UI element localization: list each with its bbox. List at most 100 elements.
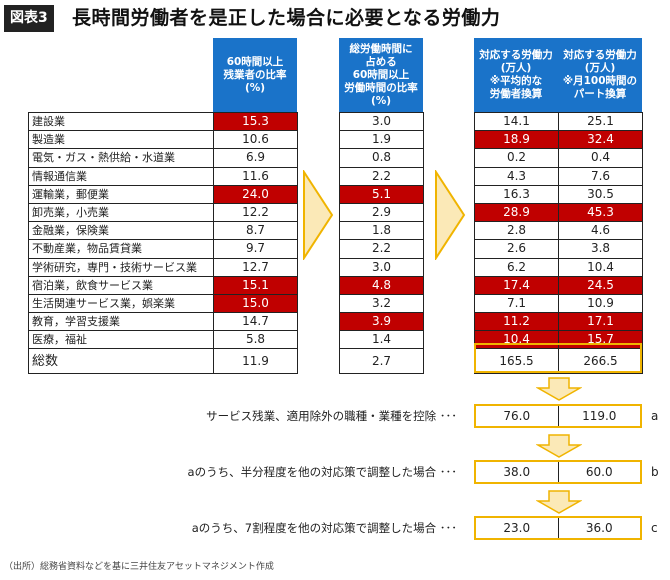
workforce-avg-value: 10.4 bbox=[474, 330, 559, 350]
header-workforce-part: 対応する労働力 (万人) ※月100時間の パート換算 bbox=[558, 38, 642, 112]
header-workforce-avg: 対応する労働力 (万人) ※平均的な 労働者換算 bbox=[474, 38, 558, 112]
calc-value-box: 76.0 119.0 bbox=[474, 404, 642, 428]
calc-letter: a bbox=[651, 409, 659, 423]
workforce-part-value: 30.5 bbox=[558, 184, 643, 204]
total-hours-ratio: 2.7 bbox=[339, 348, 424, 375]
industry-name: 製造業 bbox=[28, 130, 214, 150]
workforce-part-value: 3.8 bbox=[558, 239, 643, 259]
table-row: 17.4 24.5 bbox=[474, 275, 643, 295]
header-hours-ratio: 総労働時間に 占める 60時間以上 労働時間の比率 (%) bbox=[339, 38, 423, 112]
table-row: 生活関連サービス業，娯楽業 15.0 bbox=[28, 293, 298, 314]
hours-ratio-value: 3.0 bbox=[339, 257, 424, 277]
calc-letter: b bbox=[651, 465, 659, 479]
title-bar: 図表3 長時間労働者を是正した場合に必要となる労働力 bbox=[0, 0, 670, 38]
table-row: 28.9 45.3 bbox=[474, 202, 643, 223]
calc-label: サービス残業、適用除外の職種・業種を控除 ･･･ bbox=[206, 409, 457, 423]
right-arrow-icon bbox=[303, 170, 334, 260]
table-row: 学術研究，専門・技術サービス業 12.7 bbox=[28, 257, 298, 277]
workforce-table: 14.1 25.1 18.9 32.4 0.2 0.4 4.3 7.6 16.3 30.5 28.9… bbox=[474, 111, 643, 375]
industry-name: 運輸業，郵便業 bbox=[28, 184, 214, 204]
total-overtime-ratio: 11.9 bbox=[213, 348, 298, 375]
hours-ratio-value: 0.8 bbox=[339, 148, 424, 168]
table-row: 0.2 0.4 bbox=[474, 148, 643, 168]
table-row: 製造業 10.6 bbox=[28, 130, 298, 150]
calc-label: aのうち、7割程度を他の対応策で調整した場合 ･･･ bbox=[191, 521, 457, 535]
hours-ratio-value: 2.9 bbox=[339, 202, 424, 223]
table-row: 14.1 25.1 bbox=[474, 111, 643, 132]
table-row: 3.2 bbox=[339, 293, 424, 314]
table-row: 不動産業，物品賃貸業 9.7 bbox=[28, 239, 298, 259]
table-row: 16.3 30.5 bbox=[474, 184, 643, 204]
workforce-part-value: 15.7 bbox=[558, 330, 643, 350]
table-row: 6.2 10.4 bbox=[474, 257, 643, 277]
table-row: 2.2 bbox=[339, 166, 424, 186]
calc-part-value: 119.0 bbox=[582, 409, 617, 423]
table-row: 卸売業，小売業 12.2 bbox=[28, 202, 298, 223]
table-row: 11.2 17.1 bbox=[474, 312, 643, 332]
right-arrow-icon bbox=[435, 170, 466, 260]
overtime-ratio-value: 10.6 bbox=[213, 130, 298, 150]
table-row: 宿泊業，飲食サービス業 15.1 bbox=[28, 275, 298, 295]
table-row: 2.6 3.8 bbox=[474, 239, 643, 259]
table-row: 3.9 bbox=[339, 312, 424, 332]
workforce-part-value: 17.1 bbox=[558, 312, 643, 332]
overtime-ratio-value: 9.7 bbox=[213, 239, 298, 259]
hours-ratio-value: 2.2 bbox=[339, 239, 424, 259]
workforce-avg-value: 18.9 bbox=[474, 130, 559, 150]
workforce-part-value: 45.3 bbox=[558, 202, 643, 223]
workforce-part-value: 7.6 bbox=[558, 166, 643, 186]
overtime-ratio-value: 14.7 bbox=[213, 312, 298, 332]
total-workforce-avg: 165.5 bbox=[474, 348, 559, 375]
table-row: 教育，学習支援業 14.7 bbox=[28, 312, 298, 332]
header-overtime-ratio: 60時間以上 残業者の比率 (%) bbox=[213, 38, 297, 112]
total-row: 165.5 266.5 bbox=[474, 348, 643, 375]
table-row: 運輸業，郵便業 24.0 bbox=[28, 184, 298, 204]
workforce-avg-value: 4.3 bbox=[474, 166, 559, 186]
workforce-avg-value: 0.2 bbox=[474, 148, 559, 168]
table-row: 1.4 bbox=[339, 330, 424, 350]
table-row: 7.1 10.9 bbox=[474, 293, 643, 314]
workforce-part-value: 4.6 bbox=[558, 221, 643, 241]
industry-name: 卸売業，小売業 bbox=[28, 202, 214, 223]
industry-name: 教育，学習支援業 bbox=[28, 312, 214, 332]
calc-label: aのうち、半分程度を他の対応策で調整した場合 ･･･ bbox=[187, 465, 457, 479]
workforce-avg-value: 16.3 bbox=[474, 184, 559, 204]
workforce-part-value: 32.4 bbox=[558, 130, 643, 150]
total-row: 2.7 bbox=[339, 348, 424, 375]
overtime-ratio-value: 15.3 bbox=[213, 111, 298, 132]
workforce-avg-value: 28.9 bbox=[474, 202, 559, 223]
table-row: 3.0 bbox=[339, 257, 424, 277]
workforce-avg-value: 2.6 bbox=[474, 239, 559, 259]
source-note: （出所）総務省資料などを基に三井住友アセットマネジメント作成 bbox=[4, 562, 274, 572]
hours-ratio-value: 2.2 bbox=[339, 166, 424, 186]
calc-avg-value: 76.0 bbox=[476, 406, 559, 426]
industry-name: 学術研究，専門・技術サービス業 bbox=[28, 257, 214, 277]
table-row: 医療，福祉 5.8 bbox=[28, 330, 298, 350]
overtime-ratio-value: 15.1 bbox=[213, 275, 298, 295]
calc-value-box: 38.0 60.0 bbox=[474, 460, 642, 484]
calc-row-c: aのうち、7割程度を他の対応策で調整した場合 ･･･ 23.0 36.0 c bbox=[0, 516, 670, 540]
calc-part-value: 60.0 bbox=[585, 465, 613, 479]
workforce-part-value: 10.4 bbox=[558, 257, 643, 277]
calc-value-box: 23.0 36.0 bbox=[474, 516, 642, 540]
hours-ratio-value: 1.4 bbox=[339, 330, 424, 350]
workforce-avg-value: 17.4 bbox=[474, 275, 559, 295]
industry-name: 医療，福祉 bbox=[28, 330, 214, 350]
down-arrow-icon bbox=[536, 434, 582, 458]
calc-part-value: 36.0 bbox=[585, 521, 613, 535]
table-row: 情報通信業 11.6 bbox=[28, 166, 298, 186]
hours-ratio-value: 4.8 bbox=[339, 275, 424, 295]
table-row: 4.8 bbox=[339, 275, 424, 295]
industry-name: 金融業，保険業 bbox=[28, 221, 214, 241]
table-row: 電気・ガス・熱供給・水道業 6.9 bbox=[28, 148, 298, 168]
hours-ratio-value: 3.0 bbox=[339, 111, 424, 132]
workforce-avg-value: 7.1 bbox=[474, 293, 559, 314]
industry-table: 建設業 15.3 製造業 10.6 電気・ガス・熱供給・水道業 6.9 情報通信業 11.6 運… bbox=[28, 111, 298, 375]
figure-label: 図表3 bbox=[4, 5, 54, 32]
industry-name: 情報通信業 bbox=[28, 166, 214, 186]
workforce-avg-value: 14.1 bbox=[474, 111, 559, 132]
table-row: 3.0 bbox=[339, 111, 424, 132]
table-row: 5.1 bbox=[339, 184, 424, 204]
table-row: 建設業 15.3 bbox=[28, 111, 298, 132]
total-workforce-part: 266.5 bbox=[558, 348, 643, 375]
